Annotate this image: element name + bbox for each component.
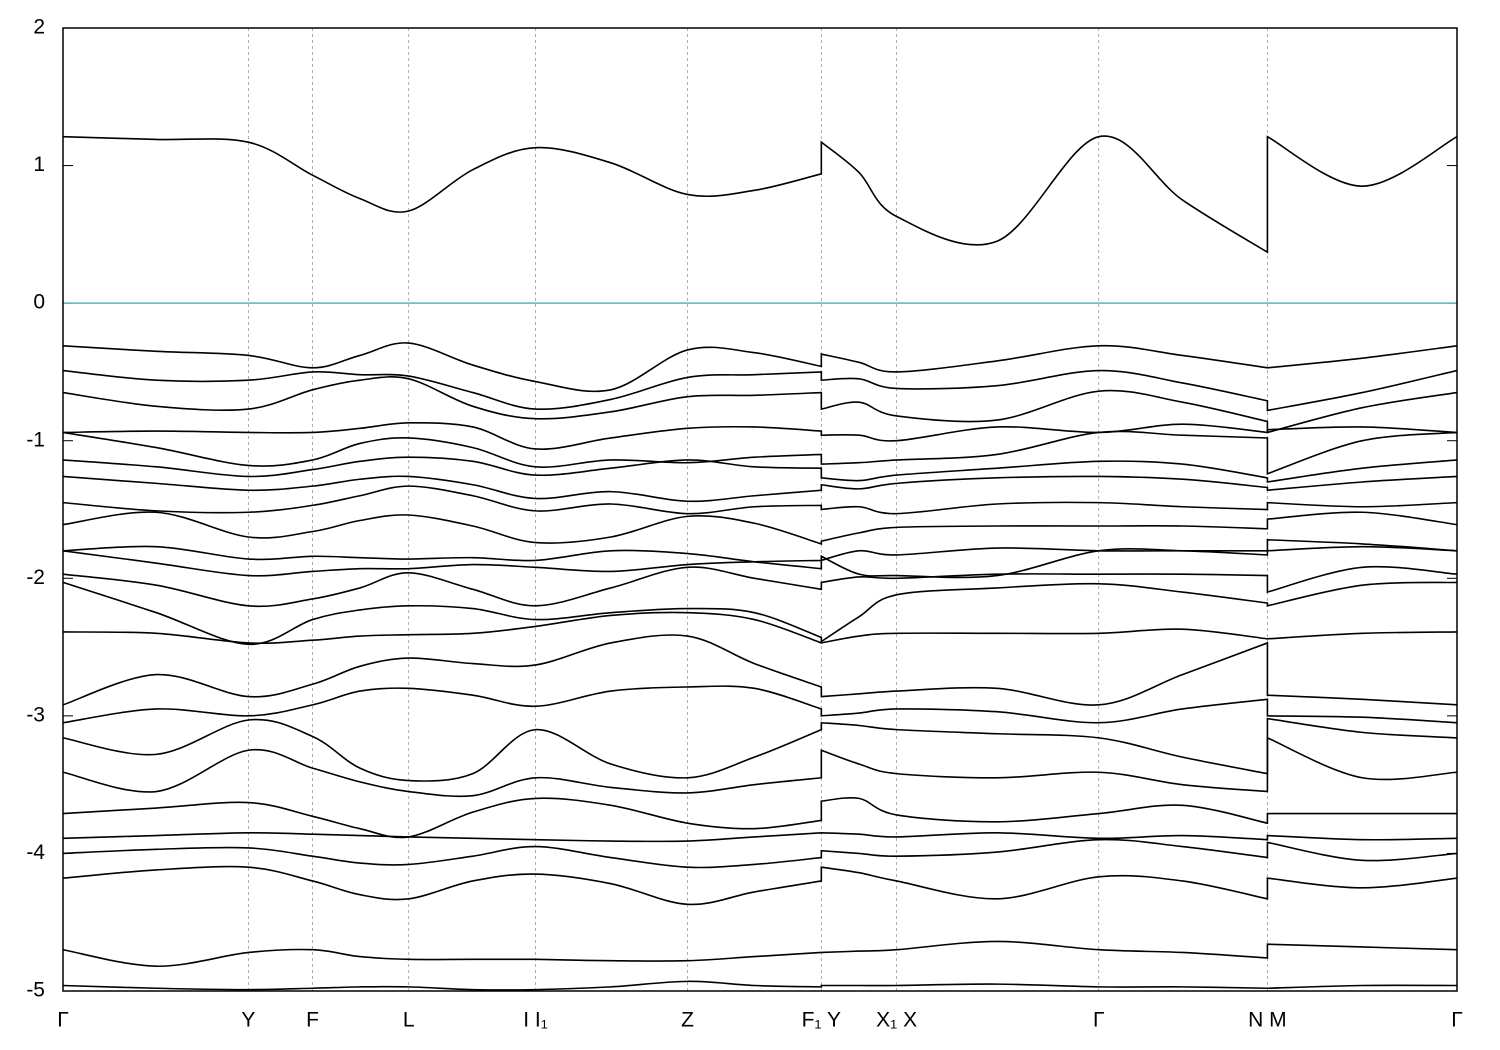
- band-line: [62, 980, 1458, 991]
- x-tick-label: I I₁: [523, 1009, 548, 1032]
- y-tick-label: -2: [26, 566, 45, 589]
- y-tick-label: -4: [26, 841, 45, 864]
- band-line: [62, 456, 1458, 483]
- band-line: [62, 685, 1458, 724]
- band-line: [62, 940, 1458, 968]
- y-tick-label: -3: [26, 703, 45, 726]
- x-tick-label: L: [403, 1009, 415, 1032]
- x-tick-label: F₁ Y: [802, 1009, 841, 1032]
- band-line: [62, 485, 1458, 515]
- x-tick-label: N M: [1248, 1009, 1287, 1032]
- y-tick-label: 2: [33, 16, 45, 39]
- y-tick-label: 0: [33, 291, 45, 314]
- band-line: [62, 838, 1458, 869]
- band-line: [62, 545, 1458, 579]
- x-tick-label: F: [306, 1009, 319, 1032]
- band-line: [62, 475, 1458, 503]
- band-line: [62, 430, 1458, 475]
- band-line: [62, 135, 1458, 254]
- band-line: [62, 796, 1457, 839]
- y-tick-label: 1: [33, 153, 45, 176]
- x-tick-label: Γ: [57, 1009, 69, 1032]
- band-line: [62, 369, 1458, 412]
- band-line: [62, 511, 1458, 545]
- band-line: [62, 611, 1458, 644]
- band-line: [62, 634, 1458, 706]
- band-line: [62, 736, 1458, 798]
- band-line: [62, 342, 1458, 393]
- band-line: [62, 581, 1458, 646]
- band-line: [62, 376, 1458, 434]
- y-tick-label: -1: [26, 428, 45, 451]
- x-tick-label: Z: [681, 1009, 694, 1032]
- x-tick-label: X₁ X: [876, 1009, 917, 1032]
- band-line: [62, 831, 1458, 843]
- band-line: [62, 565, 1458, 608]
- x-tick-label: Y: [241, 1009, 255, 1032]
- y-tick-label: -5: [26, 979, 45, 1002]
- band-line: [62, 717, 1458, 782]
- x-tick-label: Γ: [1093, 1009, 1105, 1032]
- plot-frame: [62, 27, 1458, 992]
- band-line: [62, 865, 1458, 906]
- x-tick-label: Γ: [1451, 1009, 1463, 1032]
- band-line: [62, 421, 1458, 450]
